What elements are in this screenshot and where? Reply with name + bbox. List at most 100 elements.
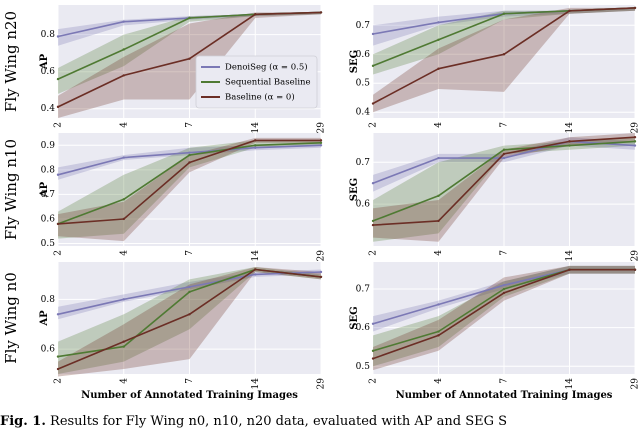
sequential-point bbox=[122, 345, 125, 348]
x-axis-label: Number of Annotated Training Images bbox=[396, 390, 613, 401]
denoiseg-point bbox=[122, 298, 125, 301]
panel-n20-seg: 0.4 0.5 0.6 0.7 2 4 7 14 29 SEG bbox=[349, 5, 640, 133]
sequential-confidence-band bbox=[373, 265, 635, 367]
panel-n10-ap: 0.5 0.6 0.7 0.8 0.9 2 4 7 14 29 AP bbox=[39, 133, 327, 261]
baseline-point bbox=[371, 223, 375, 227]
baseline-point bbox=[122, 340, 125, 343]
denoiseg-point bbox=[371, 32, 375, 36]
sequential-point bbox=[502, 148, 506, 151]
sequential-point bbox=[371, 349, 375, 353]
panel-n10-seg: 0.6 0.7 2 4 7 14 29 SEG bbox=[349, 133, 640, 261]
baseline-point bbox=[502, 152, 506, 156]
baseline-point bbox=[188, 161, 191, 164]
denoiseg-point bbox=[371, 182, 375, 185]
baseline-confidence-band bbox=[58, 12, 321, 118]
denoiseg-point bbox=[633, 144, 637, 147]
x-tick-label: 4 bbox=[434, 250, 444, 256]
y-axis-label: SEG bbox=[349, 306, 360, 329]
panel-n0-seg: 0.5 0.6 0.7 2 4 7 14 29 SEG Number of Annotated T… bbox=[349, 262, 640, 401]
sequential-confidence-band bbox=[58, 140, 321, 239]
x-tick-label: 29 bbox=[317, 250, 327, 262]
denoiseg-point bbox=[122, 20, 125, 23]
sequential-confidence-band bbox=[373, 137, 635, 242]
x-tick-label: 7 bbox=[185, 122, 195, 128]
y-tick-label: 0.5 bbox=[356, 79, 371, 89]
y-tick-label: 0.7 bbox=[356, 285, 371, 295]
y-tick-label: 0.6 bbox=[356, 50, 371, 60]
x-tick-label: 2 bbox=[369, 250, 379, 256]
sequential-point bbox=[188, 153, 191, 157]
y-tick-label: 0.7 bbox=[41, 190, 56, 200]
sequential-point bbox=[633, 140, 637, 143]
baseline-point bbox=[437, 219, 440, 223]
y-axis-label: SEG bbox=[349, 50, 360, 73]
denoiseg-point bbox=[56, 313, 60, 316]
baseline-point bbox=[437, 334, 440, 337]
x-tick-label: 14 bbox=[565, 250, 575, 262]
x-tick-label: 2 bbox=[54, 378, 64, 384]
sequential-point bbox=[254, 144, 257, 147]
denoiseg-confidence-band bbox=[373, 265, 635, 332]
x-tick-label: 14 bbox=[565, 378, 575, 390]
sequential-point bbox=[568, 144, 571, 147]
baseline-point bbox=[56, 222, 60, 226]
y-tick-label: 0.8 bbox=[41, 165, 56, 175]
sequential-point bbox=[371, 219, 375, 223]
denoiseg-point bbox=[122, 156, 125, 159]
denoiseg-point bbox=[254, 273, 257, 276]
x-tick-label: 4 bbox=[434, 378, 444, 384]
denoiseg-point bbox=[502, 283, 506, 287]
baseline-point bbox=[56, 105, 60, 109]
x-tick-label: 4 bbox=[119, 250, 129, 256]
baseline-point bbox=[254, 139, 257, 142]
sequential-point bbox=[56, 355, 60, 358]
x-tick-label: 29 bbox=[317, 378, 327, 390]
sequential-confidence-band bbox=[373, 7, 635, 75]
baseline-point bbox=[568, 9, 571, 12]
row-label-n0: Fly Wing n0 bbox=[2, 272, 20, 364]
denoiseg-point bbox=[188, 151, 191, 154]
x-tick-label: 4 bbox=[434, 122, 444, 128]
y-tick-label: 0.8 bbox=[41, 30, 56, 40]
x-tick-label: 29 bbox=[317, 122, 327, 134]
x-tick-label: 7 bbox=[500, 122, 510, 128]
y-tick-label: 0.5 bbox=[41, 239, 56, 249]
row-label-n10: Fly Wing n10 bbox=[2, 139, 20, 240]
y-tick-label: 0.4 bbox=[41, 104, 56, 114]
baseline-confidence-band bbox=[58, 267, 321, 377]
baseline-point bbox=[254, 13, 257, 16]
sequential-point bbox=[56, 77, 60, 81]
x-tick-label: 7 bbox=[185, 378, 195, 384]
x-axis-label: Number of Annotated Training Images bbox=[81, 390, 298, 401]
y-tick-label: 0.7 bbox=[356, 21, 371, 31]
baseline-point bbox=[254, 268, 257, 271]
sequential-point bbox=[319, 141, 323, 145]
x-tick-label: 29 bbox=[631, 250, 640, 262]
denoiseg-point bbox=[437, 21, 440, 24]
baseline-point bbox=[188, 313, 191, 316]
legend-box bbox=[195, 55, 318, 109]
caption-prefix: Fig. 1. bbox=[0, 414, 46, 428]
sequential-point bbox=[188, 16, 191, 20]
x-tick-label: 29 bbox=[631, 122, 640, 134]
y-tick-label: 0.6 bbox=[41, 67, 56, 77]
y-tick-label: 0.8 bbox=[41, 295, 56, 305]
baseline-point bbox=[568, 268, 571, 271]
denoiseg-point bbox=[254, 146, 257, 149]
baseline-point bbox=[122, 74, 125, 77]
y-tick-label: 0.9 bbox=[41, 141, 56, 151]
x-tick-label: 7 bbox=[500, 250, 510, 256]
denoiseg-point bbox=[437, 303, 440, 306]
baseline-point bbox=[188, 57, 191, 60]
denoiseg-point bbox=[319, 144, 323, 147]
y-tick-label: 0.4 bbox=[356, 108, 371, 118]
x-tick-label: 4 bbox=[119, 122, 129, 128]
baseline-confidence-band bbox=[58, 137, 321, 242]
baseline-point bbox=[371, 102, 375, 105]
baseline-point bbox=[56, 367, 60, 371]
baseline-point bbox=[371, 357, 375, 360]
row-label-n20: Fly Wing n20 bbox=[2, 11, 20, 112]
x-tick-label: 2 bbox=[54, 122, 64, 128]
figure-caption: Fig. 1. Results for Fly Wing n0, n10, n2… bbox=[0, 414, 640, 428]
denoiseg-point bbox=[437, 156, 440, 160]
